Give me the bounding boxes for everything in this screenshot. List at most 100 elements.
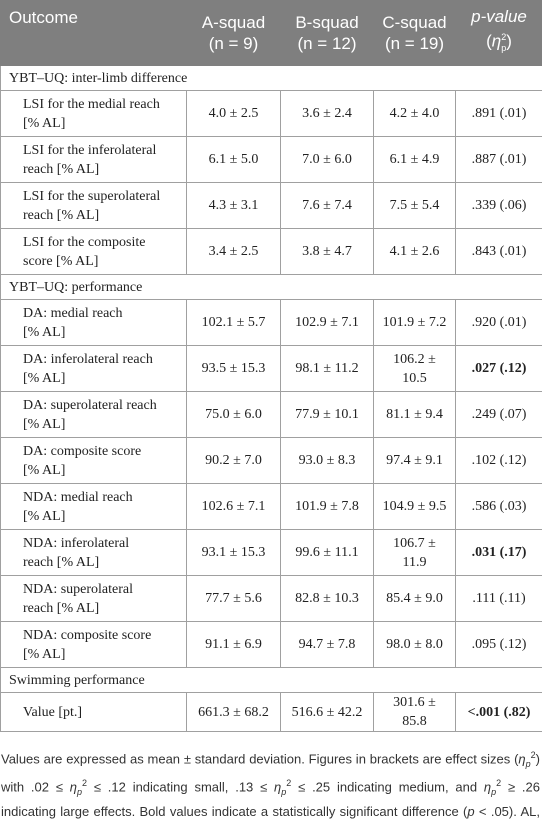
row-label: LSI for the superolateral reach [% AL] (0, 182, 187, 229)
value-cell: 6.1 ± 4.9 (373, 136, 456, 183)
eta-sup: 2 (530, 750, 536, 760)
eta-sub: p (501, 43, 507, 54)
eta-sup: 2 (82, 777, 88, 788)
data-row: DA: composite score [% AL] 90.2 ± 7.0 93.0… (0, 437, 542, 484)
value-cell: 85.4 ± 9.0 (373, 575, 456, 622)
row-label: DA: composite score [% AL] (0, 437, 187, 484)
data-row: NDA: medial reach [% AL] 102.6 ± 7.1 101.9… (0, 483, 542, 530)
row-label: LSI for the composite score [% AL] (0, 228, 187, 275)
row-label: NDA: medial reach [% AL] (0, 483, 187, 530)
data-row: LSI for the inferolateral reach [% AL] 6.… (0, 136, 542, 183)
eta-sub: p (281, 786, 287, 797)
p-open: ( (486, 32, 492, 52)
note-text: ≤ .25 indicating medium, and (291, 779, 484, 795)
group-n: (n = 9) (208, 34, 259, 53)
data-row: LSI for the composite score [% AL] 3.4 ± … (0, 228, 542, 275)
group-n: (n = 12) (297, 34, 357, 53)
eta: η (274, 779, 282, 795)
p-name: p-value (471, 7, 527, 27)
p-symbol: p (467, 803, 475, 819)
group-name: B-squad (295, 13, 359, 32)
section-row: YBT–UQ: performance (0, 274, 542, 300)
eta: η (491, 32, 502, 52)
eta: η (483, 779, 492, 795)
value-cell: 91.1 ± 6.9 (186, 621, 281, 668)
p-value-cell: .249 (.07) (455, 391, 542, 438)
value-cell: 7.6 ± 7.4 (280, 182, 374, 229)
eta-sub: p (491, 786, 497, 797)
header-cell: C-squad (n = 19) (373, 0, 456, 66)
p-value-cell: .891 (.01) (455, 90, 542, 137)
header-cell: Outcome (0, 0, 187, 66)
value-cell: 81.1 ± 9.4 (373, 391, 456, 438)
value-cell: 7.0 ± 6.0 (280, 136, 374, 183)
value-cell: 661.3 ± 68.2 (186, 692, 281, 732)
value-cell: 106.2 ± 10.5 (373, 345, 456, 392)
eta-sup: 2 (501, 32, 507, 43)
data-row: NDA: inferolateral reach [% AL] 93.1 ± 15… (0, 529, 542, 576)
eta: η (69, 779, 77, 795)
row-label: NDA: inferolateral reach [% AL] (0, 529, 187, 576)
row-label: DA: inferolateral reach [% AL] (0, 345, 187, 392)
value-cell: 75.0 ± 6.0 (186, 391, 281, 438)
row-label: DA: medial reach [% AL] (0, 299, 187, 346)
note-text: ) with .02 ≤ (1, 751, 540, 795)
header-row: Outcome A-squad (n = 9) B-squad (n = 12) C… (0, 0, 542, 66)
eta-sup: 2 (286, 777, 292, 788)
eta-sup: 2 (496, 777, 502, 788)
data-row: DA: inferolateral reach [% AL] 93.5 ± 15.… (0, 345, 542, 392)
value-cell: 77.7 ± 5.6 (186, 575, 281, 622)
value-cell: 4.1 ± 2.6 (373, 228, 456, 275)
value-cell: 90.2 ± 7.0 (186, 437, 281, 484)
p-close: ) (506, 32, 512, 52)
p-value-cell: .843 (.01) (455, 228, 542, 275)
p-value-cell: .027 (.12) (455, 345, 542, 392)
eta: η (518, 751, 526, 767)
p-value-cell: .586 (.03) (455, 483, 542, 530)
value-cell: 98.1 ± 11.2 (280, 345, 374, 392)
value-cell: 102.9 ± 7.1 (280, 299, 374, 346)
value-cell: 102.6 ± 7.1 (186, 483, 281, 530)
section-row: Swimming performance (0, 667, 542, 693)
value-cell: 6.1 ± 5.0 (186, 136, 281, 183)
p-value-cell: .095 (.12) (455, 621, 542, 668)
p-value-cell: .102 (.12) (455, 437, 542, 484)
value-cell: 101.9 ± 7.2 (373, 299, 456, 346)
data-row: DA: superolateral reach [% AL] 75.0 ± 6.0… (0, 391, 542, 438)
data-row: LSI for the superolateral reach [% AL] 4.… (0, 182, 542, 229)
row-label: NDA: composite score [% AL] (0, 621, 187, 668)
table-header: Outcome A-squad (n = 9) B-squad (n = 12) C… (0, 0, 542, 66)
eta-sub: p (525, 758, 531, 769)
value-cell: 4.2 ± 4.0 (373, 90, 456, 137)
eta-sub: p (77, 786, 83, 797)
data-row: NDA: superolateral reach [% AL] 77.7 ± 5.… (0, 575, 542, 622)
value-cell: 3.4 ± 2.5 (186, 228, 281, 275)
data-row: LSI for the medial reach [% AL] 4.0 ± 2.5… (0, 90, 542, 137)
p-value-cell: .339 (.06) (455, 182, 542, 229)
header-cell: B-squad (n = 12) (280, 0, 374, 66)
value-cell: 104.9 ± 9.5 (373, 483, 456, 530)
results-table: Outcome A-squad (n = 9) B-squad (n = 12) C… (0, 0, 542, 732)
section-title: YBT–UQ: inter-limb difference (0, 65, 542, 91)
value-cell: 3.6 ± 2.4 (280, 90, 374, 137)
row-label: LSI for the inferolateral reach [% AL] (0, 136, 187, 183)
group-name: C-squad (382, 13, 447, 32)
value-cell: 102.1 ± 5.7 (186, 299, 281, 346)
value-cell: 4.3 ± 3.1 (186, 182, 281, 229)
row-label: DA: superolateral reach [% AL] (0, 391, 187, 438)
value-cell: 93.1 ± 15.3 (186, 529, 281, 576)
value-cell: 82.8 ± 10.3 (280, 575, 374, 622)
value-cell: 99.6 ± 11.1 (280, 529, 374, 576)
header-cell: p-value (ηp2) (455, 0, 542, 66)
row-label: NDA: superolateral reach [% AL] (0, 575, 187, 622)
data-row: Value [pt.] 661.3 ± 68.2 516.6 ± 42.2 301.6… (0, 692, 542, 732)
note-text: ≤ .12 indicating small, .13 ≤ (87, 779, 275, 795)
footnote: Values are expressed as mean ± standard … (0, 746, 542, 824)
section-row: YBT–UQ: inter-limb difference (0, 65, 542, 91)
value-cell: 516.6 ± 42.2 (280, 692, 374, 732)
note-text: ≥ .26 indicating large effects. Bold val… (1, 779, 540, 819)
row-label: LSI for the medial reach [% AL] (0, 90, 187, 137)
data-row: DA: medial reach [% AL] 102.1 ± 5.7 102.9 … (0, 299, 542, 346)
group-n: (n = 19) (384, 34, 445, 53)
